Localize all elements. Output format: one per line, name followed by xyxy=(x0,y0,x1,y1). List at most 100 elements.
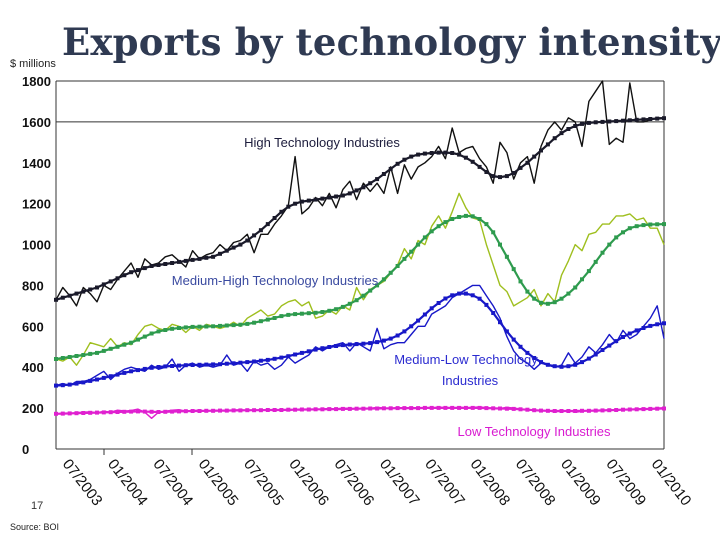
trend-point xyxy=(115,410,120,414)
x-tick-label: 01/2005 xyxy=(195,456,242,509)
trend-point xyxy=(463,291,468,296)
trend-point xyxy=(614,119,619,124)
trend-point xyxy=(422,312,427,317)
y-tick-label: 600 xyxy=(22,319,44,334)
trend-point xyxy=(149,331,154,336)
trend-point xyxy=(470,159,475,164)
trend-point xyxy=(641,117,646,122)
trend-point xyxy=(504,254,509,259)
trend-point xyxy=(457,291,462,296)
trend-point xyxy=(245,321,250,326)
trend-point xyxy=(395,406,400,411)
x-tick-label: 07/2005 xyxy=(240,456,287,509)
trend-point xyxy=(614,408,619,412)
trend-point xyxy=(218,362,222,367)
trend-point xyxy=(286,204,291,209)
y-tick-label: 1400 xyxy=(22,156,51,171)
y-tick-label: 1800 xyxy=(22,74,51,89)
trend-point xyxy=(545,142,550,147)
trend-point xyxy=(539,300,543,305)
y-tick-label: 200 xyxy=(22,401,44,416)
trend-point xyxy=(395,264,400,268)
trend-point xyxy=(238,322,243,327)
trend-point xyxy=(498,242,502,247)
trend-point xyxy=(388,270,393,275)
trend-point xyxy=(136,409,140,414)
trend-point xyxy=(327,195,332,200)
trend-point xyxy=(559,409,564,413)
trend-point xyxy=(272,408,277,412)
trend-point xyxy=(245,238,250,243)
trend-point xyxy=(552,409,557,413)
trend-point xyxy=(375,177,380,182)
trend-point xyxy=(484,302,489,307)
trend-point xyxy=(641,223,646,228)
trend-point xyxy=(101,348,106,353)
trend-point xyxy=(347,191,352,196)
trend-point xyxy=(648,323,653,328)
trend-point xyxy=(361,406,366,411)
trend-point xyxy=(204,255,209,260)
trend-point xyxy=(54,357,58,361)
trend-point xyxy=(340,343,345,348)
trend-point xyxy=(95,377,99,382)
trend-point xyxy=(286,312,291,317)
trend-point xyxy=(457,215,462,219)
trend-point xyxy=(381,406,386,411)
trend-point xyxy=(129,340,134,345)
trend-point xyxy=(197,256,202,261)
trend-point xyxy=(272,216,277,220)
trend-point xyxy=(600,250,605,255)
trend-point xyxy=(402,406,407,411)
trend-point xyxy=(347,301,352,306)
trend-point xyxy=(108,346,113,351)
trend-point xyxy=(299,199,304,204)
trend-point xyxy=(354,406,359,411)
trend-point xyxy=(279,355,284,360)
trend-point xyxy=(457,152,462,157)
trend-point xyxy=(600,119,605,124)
trend-point xyxy=(498,320,502,325)
trend-point xyxy=(402,256,407,261)
trend-point xyxy=(211,362,216,367)
trend-point xyxy=(163,364,168,369)
trend-point xyxy=(60,411,65,416)
trend-point xyxy=(60,383,65,388)
trend-point xyxy=(552,136,557,141)
trend-point xyxy=(607,408,612,413)
trend-point xyxy=(648,406,653,411)
trend-point xyxy=(566,291,571,296)
trend-point xyxy=(614,235,619,240)
trend-point xyxy=(299,350,304,355)
trend-point xyxy=(286,407,291,412)
trend-point xyxy=(299,311,304,316)
trend-point xyxy=(559,364,564,369)
trend-point xyxy=(388,406,393,411)
trend-point xyxy=(183,409,188,414)
trend-point xyxy=(170,261,175,265)
trend-point xyxy=(252,408,257,413)
trend-point xyxy=(334,307,339,312)
trend-point xyxy=(67,293,72,298)
trend-point xyxy=(477,405,482,410)
trend-point xyxy=(641,407,646,412)
trend-point xyxy=(416,152,421,157)
trend-point xyxy=(586,269,591,274)
trend-point xyxy=(95,285,99,290)
trend-point xyxy=(539,148,543,153)
x-tick-label: 07/2007 xyxy=(421,456,468,509)
trend-point xyxy=(484,222,489,227)
trend-point xyxy=(347,342,352,347)
trend-point xyxy=(177,363,181,368)
trend-point xyxy=(306,311,311,316)
trend-point xyxy=(627,118,632,123)
page-title: Exports by technology intensity xyxy=(62,20,720,64)
trend-point xyxy=(238,242,243,247)
trend-point xyxy=(586,356,591,361)
trend-point xyxy=(491,311,496,315)
trend-point xyxy=(621,407,625,412)
trend-point xyxy=(518,407,523,412)
trend-point xyxy=(108,374,113,379)
trend-point xyxy=(416,406,421,411)
trend-point xyxy=(627,331,632,336)
